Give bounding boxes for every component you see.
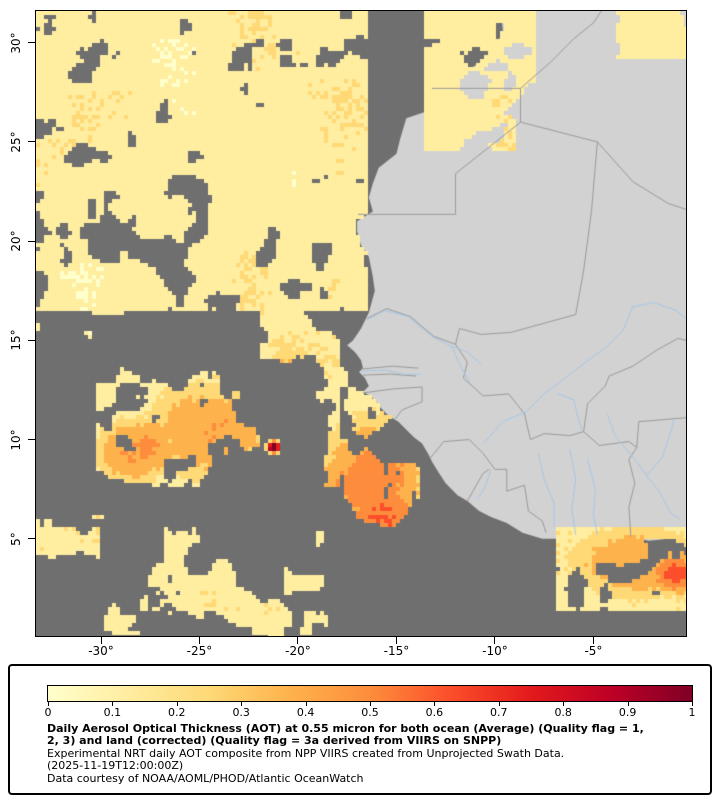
x-axis-tick xyxy=(494,637,496,644)
y-axis-tick xyxy=(28,538,35,540)
colorbar-tick xyxy=(112,702,114,706)
colorbar-tick-label: 0.1 xyxy=(103,706,122,719)
y-axis-label: 30° xyxy=(9,32,23,54)
x-axis-label: -20° xyxy=(285,644,311,658)
x-axis-label: -5° xyxy=(584,644,603,658)
caption-credit: Data courtesy of NOAA/AOML/PHOD/Atlantic… xyxy=(47,771,364,785)
map-plot-area: 30° 25° 20° 15° 10° 5° -30° -25° -20° -15° -10° -5° xyxy=(9,10,687,658)
x-axis-tick xyxy=(100,637,102,644)
y-axis-tick xyxy=(28,141,35,143)
colorbar-tick-label: 0.7 xyxy=(490,706,508,719)
colorbar-tick-label: 0 xyxy=(44,706,52,719)
y-axis-tick xyxy=(28,42,35,44)
caption-note-line-1: Experimental NRT daily AOT composite fro… xyxy=(47,746,565,760)
colorbar-tick xyxy=(241,702,243,706)
colorbar-tick xyxy=(692,702,693,706)
colorbar-tick xyxy=(498,702,500,706)
colorbar-tick xyxy=(627,702,629,706)
colorbar-tick-label: 0.8 xyxy=(554,706,572,719)
x-axis-label: -10° xyxy=(482,644,508,658)
legend-box: Daily Aerosol Optical Thickness (AOT) at… xyxy=(8,664,712,795)
colorbar-tick xyxy=(48,702,49,706)
y-axis-label: 5° xyxy=(9,531,23,546)
y-axis-label: 25° xyxy=(9,131,23,153)
colorbar-tick xyxy=(305,702,307,706)
caption-timestamp: (2025-11-19T12:00:00Z) xyxy=(47,759,184,773)
colorbar-tick-label: 0.6 xyxy=(425,706,444,719)
aot-raster-map-canvas xyxy=(36,11,686,636)
colorbar-tick xyxy=(370,702,371,706)
y-axis-label: 10° xyxy=(9,428,23,451)
y-axis-tick xyxy=(28,339,35,341)
colorbar-tick-label: 0.9 xyxy=(618,706,637,719)
y-axis-label: 15° xyxy=(9,329,23,351)
y-axis-tick xyxy=(28,439,35,441)
x-axis-label: -30° xyxy=(88,644,114,658)
x-axis-label: -25° xyxy=(186,644,213,658)
colorbar-tick-label: 0.2 xyxy=(168,706,186,719)
colorbar-tick-label: 1 xyxy=(688,706,696,719)
aot-colorbar xyxy=(47,685,693,702)
x-axis-tick xyxy=(198,637,200,644)
x-axis-label: -15° xyxy=(383,644,410,658)
x-axis-tick xyxy=(592,637,594,644)
colorbar-tick xyxy=(563,702,565,706)
colorbar-tick-label: 0.3 xyxy=(232,706,250,719)
colorbar-tick-label: 0.5 xyxy=(361,706,379,719)
y-axis-label: 20° xyxy=(9,230,23,252)
x-axis-tick xyxy=(297,637,299,644)
x-axis-tick xyxy=(395,637,397,644)
colorbar-tick-label: 0.4 xyxy=(296,706,315,719)
colorbar-tick xyxy=(176,702,178,706)
caption-title-line-1: Daily Aerosol Optical Thickness (AOT) at… xyxy=(47,722,644,735)
y-axis-tick xyxy=(28,240,35,242)
caption-title-line-2: 2, 3) and land (corrected) (Quality flag… xyxy=(47,734,502,748)
colorbar-tick xyxy=(434,702,436,706)
caption-block: Daily Aerosol Optical Thickness (AOT) at… xyxy=(47,722,707,785)
